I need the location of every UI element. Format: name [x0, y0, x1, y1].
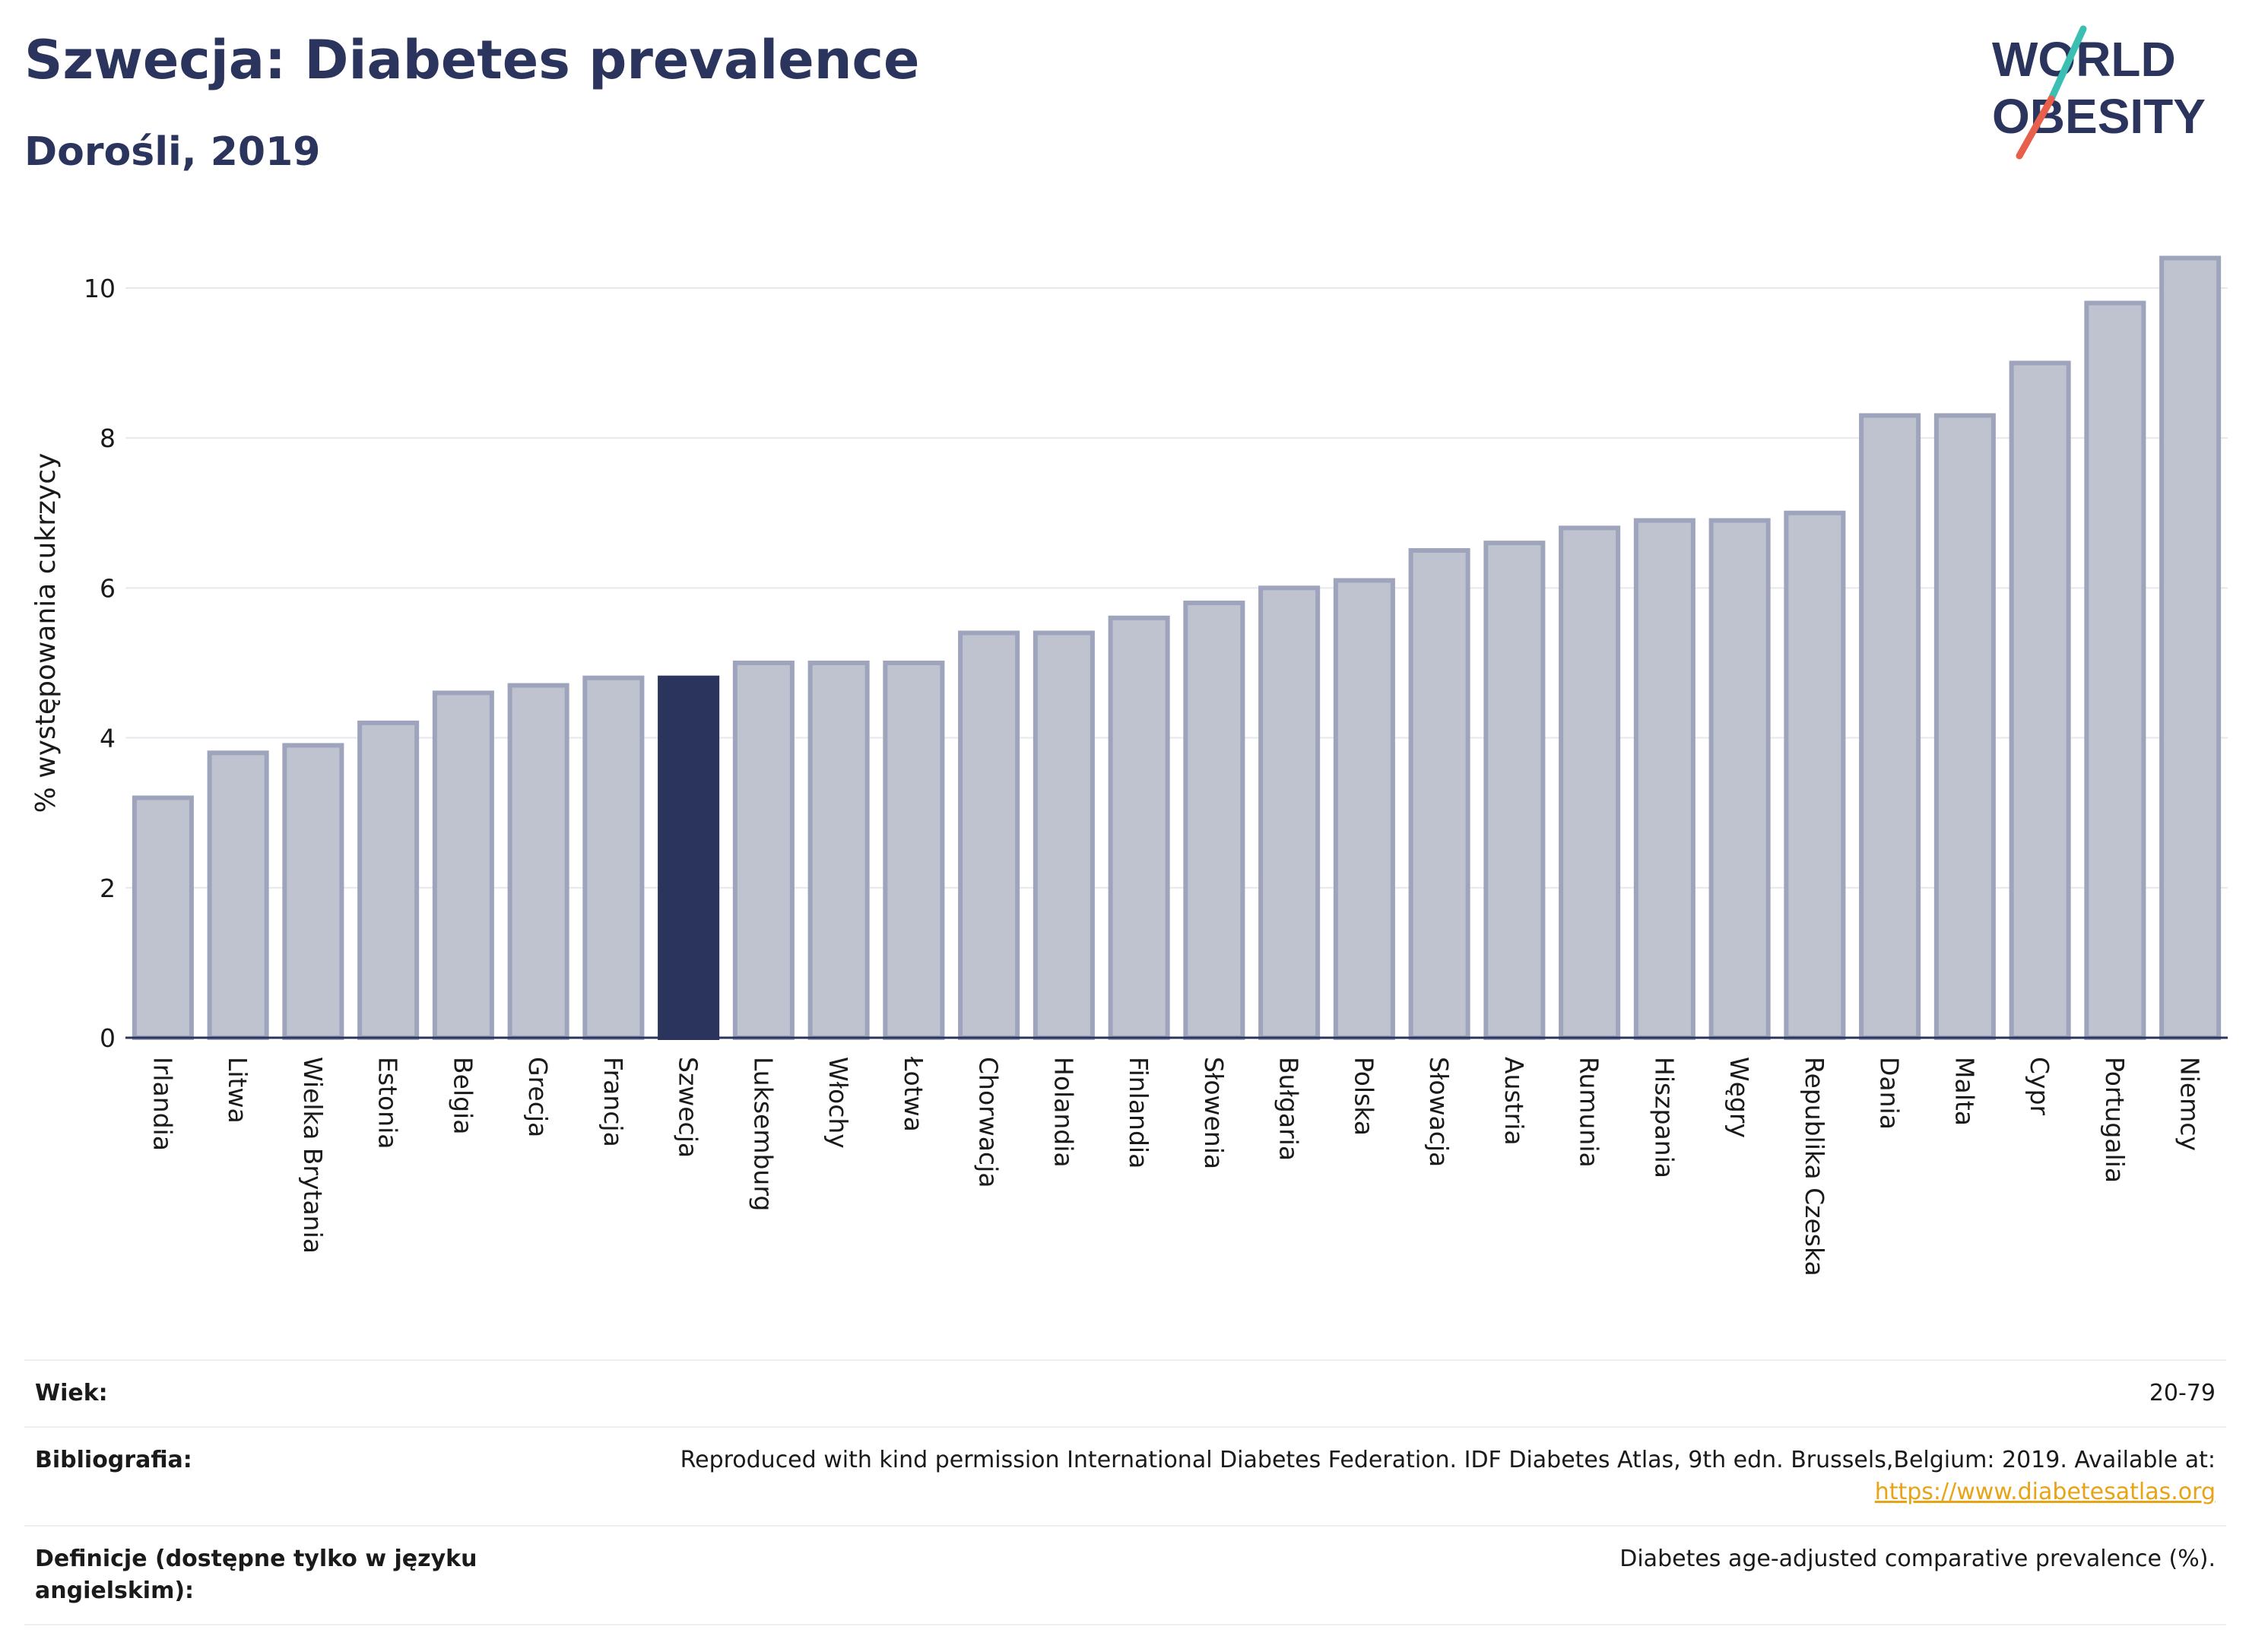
category-label: Włochy: [823, 1057, 853, 1149]
category-labels: Irlandia Litwa Wielka Brytania Estonia Belgi…: [148, 1056, 2204, 1276]
y-tick-label: 10: [84, 274, 116, 303]
category-label: Cypr: [2025, 1057, 2054, 1116]
category-label: Portugalia: [2100, 1057, 2130, 1183]
category-label: Republika Czeska: [1800, 1057, 1829, 1276]
y-tick-label: 4: [100, 724, 116, 753]
bar-republika-czeska[interactable]: [1784, 510, 1846, 1040]
y-tick-label: 2: [100, 874, 116, 903]
bar-wielka-brytania[interactable]: [282, 743, 344, 1041]
category-label: Holandia: [1048, 1057, 1078, 1168]
info-key: Definicje (dostępne tylko w języku angie…: [35, 1546, 477, 1604]
info-value: Reproduced with kind permission Internat…: [680, 1444, 2216, 1508]
info-row-definitions: Definicje (dostępne tylko w języku angie…: [24, 1525, 2226, 1625]
y-tick-label: 0: [100, 1023, 116, 1053]
logo-slash-coral: [2016, 95, 2055, 160]
category-label: Chorwacja: [974, 1057, 1004, 1187]
bar-polska[interactable]: [1333, 578, 1395, 1040]
info-key: Wiek:: [35, 1380, 108, 1406]
bar-finlandia[interactable]: [1108, 615, 1170, 1040]
category-label: Belgia: [448, 1057, 477, 1134]
bar-estonia[interactable]: [357, 720, 420, 1040]
category-label: Słowenia: [1199, 1057, 1229, 1169]
category-label: Dania: [1875, 1057, 1905, 1130]
bar-chart: 0 2 4 6 8 10 Irlandia Litwa Wielka Brytania Esto…: [30, 255, 2228, 1276]
category-label: Finlandia: [1124, 1057, 1153, 1168]
bibliography-link[interactable]: https://www.diabetesatlas.org: [1874, 1479, 2216, 1505]
category-label: Rumunia: [1575, 1057, 1604, 1168]
bar-belgia[interactable]: [432, 690, 494, 1041]
category-label: Luksemburg: [748, 1057, 778, 1211]
bibliography-text: Reproduced with kind permission Internat…: [680, 1447, 2216, 1473]
category-label: Szwecja: [674, 1057, 703, 1158]
info-key: Bibliografia:: [35, 1447, 192, 1473]
y-tick-labels: 0 2 4 6 8 10: [84, 274, 116, 1053]
bar-włochy[interactable]: [807, 660, 870, 1040]
logo-line1: WORLD: [1992, 32, 2176, 87]
bar-szwecja[interactable]: [658, 675, 720, 1041]
bar-węgry[interactable]: [1708, 518, 1771, 1040]
world-obesity-logo: WORLD OBESITY: [1992, 25, 2206, 160]
bars: [132, 255, 2222, 1041]
bar-słowacja[interactable]: [1408, 548, 1470, 1040]
page-title: Szwecja: Diabetes prevalence: [24, 29, 920, 91]
bar-litwa[interactable]: [207, 750, 269, 1040]
category-label: Malta: [1949, 1057, 1979, 1126]
bar-cypr[interactable]: [2009, 360, 2071, 1040]
bar-niemcy[interactable]: [2159, 255, 2222, 1040]
category-label: Austria: [1499, 1057, 1529, 1146]
bar-francja[interactable]: [582, 675, 645, 1041]
category-label: Bułgaria: [1274, 1057, 1304, 1161]
bar-hiszpania[interactable]: [1633, 518, 1695, 1040]
category-label: Litwa: [223, 1057, 252, 1124]
bar-holandia[interactable]: [1033, 630, 1095, 1040]
info-row-bibliography: Bibliografia: Reproduced with kind permi…: [24, 1426, 2226, 1525]
bar-luksemburg[interactable]: [732, 660, 795, 1040]
logo-slash-teal: [2048, 25, 2087, 103]
bar-bułgaria[interactable]: [1258, 585, 1321, 1040]
category-label: Hiszpania: [1649, 1057, 1679, 1178]
info-value: 20-79: [2149, 1380, 2216, 1406]
category-label: Węgry: [1724, 1057, 1754, 1138]
category-label: Niemcy: [2175, 1057, 2205, 1151]
category-label: Polska: [1349, 1057, 1378, 1136]
category-label: Irlandia: [148, 1057, 177, 1151]
bar-grecja[interactable]: [507, 683, 569, 1040]
bar-austria[interactable]: [1483, 541, 1546, 1040]
category-label: Wielka Brytania: [298, 1057, 328, 1254]
category-label: Francja: [598, 1057, 628, 1147]
y-tick-label: 8: [100, 423, 116, 453]
category-label: Słowacja: [1424, 1057, 1454, 1167]
info-value: Diabetes age-adjusted comparative preval…: [1619, 1546, 2216, 1572]
info-table: Wiek: 20-79 Bibliografia: Reproduced wit…: [24, 1359, 2226, 1625]
bar-malta[interactable]: [1933, 413, 1996, 1040]
bar-portugalia[interactable]: [2084, 300, 2146, 1041]
bar-łotwa[interactable]: [883, 660, 945, 1040]
info-row-age: Wiek: 20-79: [24, 1359, 2226, 1426]
bar-słowenia[interactable]: [1183, 601, 1245, 1040]
category-label: Estonia: [373, 1057, 403, 1149]
y-tick-label: 6: [100, 573, 116, 603]
y-axis-title: % występowania cukrzycy: [30, 453, 62, 813]
bar-chorwacja[interactable]: [958, 630, 1020, 1040]
category-label: Grecja: [523, 1057, 553, 1137]
category-label: Łotwa: [899, 1056, 928, 1132]
bar-rumunia[interactable]: [1559, 525, 1621, 1040]
bar-dania[interactable]: [1859, 413, 1921, 1040]
bar-irlandia[interactable]: [132, 795, 194, 1040]
page-subtitle: Dorośli, 2019: [24, 129, 321, 175]
